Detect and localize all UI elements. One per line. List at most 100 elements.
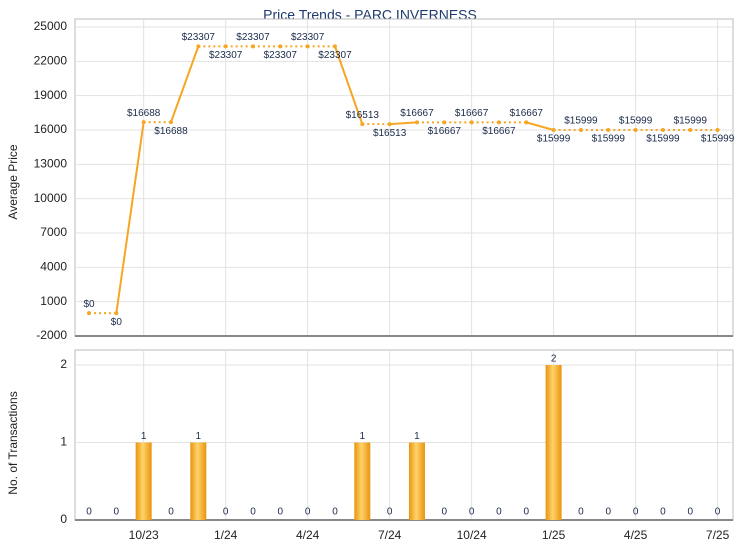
value-label: $0: [83, 299, 95, 310]
value-label: 0: [523, 507, 529, 518]
point: [360, 122, 365, 127]
y-tick-label: 1000: [40, 294, 67, 308]
y-tick-label: 25000: [34, 19, 68, 33]
value-label: 0: [715, 507, 721, 518]
point: [578, 128, 583, 133]
y-tick-label: 22000: [34, 54, 68, 68]
value-label: $16667: [400, 108, 434, 119]
x-tick-label: 10/24: [457, 528, 487, 542]
y-tick-label: 2: [60, 357, 67, 371]
value-label: 0: [633, 507, 639, 518]
x-tick-label: 4/24: [296, 528, 320, 542]
value-label: $16513: [346, 110, 380, 121]
line-segment: [170, 46, 200, 123]
value-label: 0: [168, 507, 174, 518]
y-tick-label: -2000: [36, 328, 67, 342]
value-label: $15999: [592, 134, 626, 145]
value-label: $15999: [701, 134, 735, 145]
y-tick-label: 7000: [40, 225, 67, 239]
y-tick-label: 16000: [34, 122, 68, 136]
y-tick-label: 1: [60, 435, 67, 449]
x-tick-label: 1/24: [214, 528, 238, 542]
bar: [190, 442, 207, 520]
point: [688, 128, 693, 133]
point: [442, 120, 447, 125]
value-label: $16667: [510, 108, 544, 119]
point: [524, 120, 529, 125]
value-label: $16667: [428, 126, 462, 137]
point: [715, 128, 720, 133]
point: [414, 120, 419, 125]
value-label: $23307: [236, 32, 270, 43]
x-tick-label: 10/23: [129, 528, 159, 542]
bar: [354, 442, 371, 520]
point: [196, 44, 201, 49]
value-label: $23307: [209, 50, 243, 61]
point: [496, 120, 501, 125]
point: [223, 44, 228, 49]
point: [250, 44, 255, 49]
point: [305, 44, 310, 49]
line-segment: [389, 121, 418, 126]
value-label: $15999: [537, 134, 571, 145]
point: [141, 120, 146, 125]
value-label: 1: [414, 431, 420, 442]
plot-area: [74, 349, 734, 521]
value-label: $23307: [264, 50, 298, 61]
value-label: 0: [305, 507, 311, 518]
point: [387, 122, 392, 127]
y-tick-label: 4000: [40, 260, 67, 274]
value-label: 0: [496, 507, 502, 518]
bar: [545, 365, 562, 520]
value-label: $16667: [455, 108, 489, 119]
value-label: 0: [278, 507, 284, 518]
y-tick-label: 0: [60, 512, 67, 526]
value-label: 0: [442, 507, 448, 518]
value-label: 0: [250, 507, 256, 518]
y-tick-label: 19000: [34, 88, 68, 102]
value-label: $23307: [318, 50, 352, 61]
value-label: $15999: [564, 116, 598, 127]
line-segment: [334, 46, 364, 125]
x-tick-label: 7/24: [378, 528, 402, 542]
bar: [408, 442, 425, 520]
value-label: 0: [605, 507, 611, 518]
point: [606, 128, 611, 133]
bar: [135, 442, 152, 520]
y-tick-label: 13000: [34, 157, 68, 171]
value-label: 0: [660, 507, 666, 518]
x-tick-label: 7/25: [706, 528, 730, 542]
line-segment: [115, 121, 145, 314]
value-label: 0: [387, 507, 393, 518]
value-label: $23307: [291, 32, 325, 43]
value-label: 1: [141, 431, 147, 442]
value-label: $15999: [674, 116, 708, 127]
y-axis-label: No. of Transactions: [6, 391, 20, 494]
value-label: $15999: [619, 116, 653, 127]
point: [551, 128, 556, 133]
value-label: $23307: [182, 32, 216, 43]
point: [332, 44, 337, 49]
value-label: 0: [332, 507, 338, 518]
value-label: 2: [551, 354, 557, 365]
value-label: 1: [360, 431, 366, 442]
line-segment: [526, 121, 554, 131]
value-label: 0: [687, 507, 693, 518]
point: [278, 44, 283, 49]
point: [114, 311, 119, 316]
value-label: $15999: [646, 134, 680, 145]
value-label: 0: [223, 507, 229, 518]
value-label: $16688: [127, 108, 161, 119]
point: [469, 120, 474, 125]
value-label: $16688: [154, 126, 188, 137]
y-axis-label: Average Price: [6, 144, 20, 219]
point: [168, 120, 173, 125]
plot-area: [74, 18, 734, 337]
value-label: 1: [196, 431, 202, 442]
value-label: $16667: [482, 126, 516, 137]
value-label: 0: [114, 507, 120, 518]
point: [660, 128, 665, 133]
x-tick-label: 1/25: [542, 528, 566, 542]
